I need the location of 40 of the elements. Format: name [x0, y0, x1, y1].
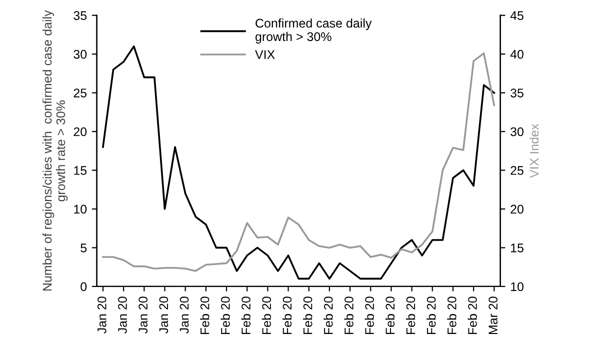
y-tick-label: 25 [74, 88, 87, 98]
y-tick-label: 20 [74, 127, 87, 136]
x-tick-label: Feb 20 [385, 296, 395, 334]
x-tick-label: Feb 20 [282, 296, 292, 334]
x-tick-label: Feb 20 [344, 296, 354, 334]
y-tick-label: 0 [80, 282, 87, 292]
y2-tick-label: 15 [511, 244, 524, 252]
x-tick-label: Feb 20 [220, 296, 230, 334]
y2-tick-label: 40 [510, 50, 524, 59]
y-tick-label: 35 [74, 11, 87, 20]
x-tick-label: Jan 20 [118, 296, 127, 334]
x-tick-label: Mar 20 [488, 296, 498, 334]
x-tick-label: Feb 20 [200, 296, 210, 334]
y-tick-label: 30 [74, 50, 87, 59]
y2-tick-label: 25 [510, 166, 524, 175]
y-tick-label: 10 [74, 204, 87, 214]
x-tick-label: Feb 20 [324, 296, 333, 334]
x-tick-label: Feb 20 [262, 296, 272, 334]
y2-tick-label: 45 [510, 11, 524, 20]
x-tick-label: Feb 20 [468, 296, 477, 334]
x-tick-label: Feb 20 [303, 296, 312, 334]
y-axis-title: Number of regions/cities with confirmed case daily growth rate > 30% [42, 10, 68, 291]
x-tick-label: Feb 20 [406, 296, 416, 334]
x-tick-label: Jan 20 [97, 296, 106, 334]
y-tick-label: 5 [80, 244, 87, 252]
y2-tick-label: 30 [510, 127, 524, 136]
y2-tick-label: 35 [510, 88, 524, 98]
x-tick-label: Jan 20 [180, 296, 189, 334]
x-tick-label: Feb 20 [426, 296, 436, 334]
x-tick-label: Feb 20 [364, 296, 374, 334]
x-tick-label: Feb 20 [241, 296, 250, 334]
legend-label: Confirmed case daily growth > 30% [256, 18, 372, 44]
x-tick-label: Feb 20 [447, 296, 456, 334]
y2-axis-title: VIX Index [530, 124, 539, 178]
x-tick-label: Jan 20 [159, 296, 168, 334]
x-tick-label: Jan 20 [138, 296, 148, 334]
y-tick-label: 15 [74, 166, 87, 175]
y2-tick-label: 20 [510, 204, 524, 214]
y2-tick-label: 10 [511, 282, 524, 292]
legend-label: VIX [255, 50, 275, 59]
